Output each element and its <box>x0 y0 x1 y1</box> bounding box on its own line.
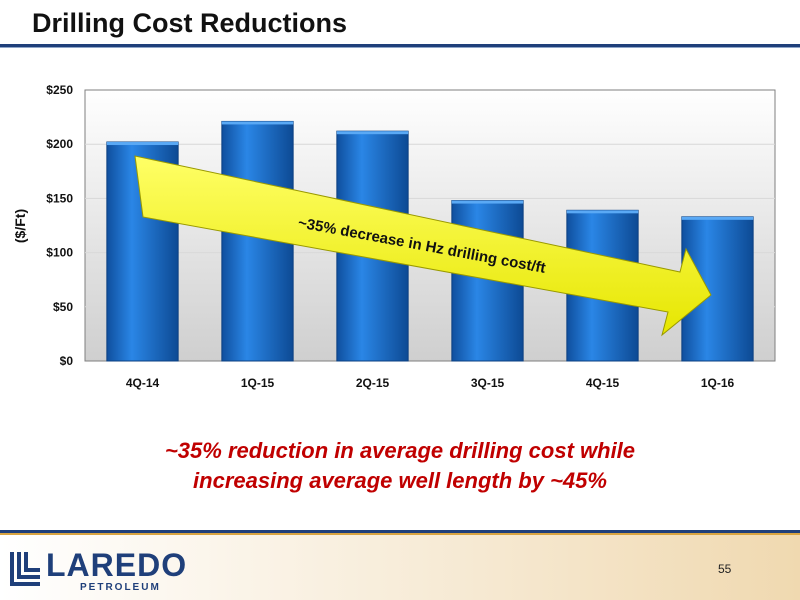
x-tick-label: 4Q-15 <box>586 376 620 390</box>
x-tick-labels: 4Q-14 1Q-15 2Q-15 3Q-15 4Q-15 1Q-16 <box>126 376 735 390</box>
y-tick-label: $150 <box>46 191 73 205</box>
y-tick-labels: $0 $50 $100 $150 $200 $250 <box>46 83 73 368</box>
footer-band <box>0 530 800 600</box>
y-tick-label: $0 <box>60 354 74 368</box>
callout-line-2: increasing average well length by ~45% <box>193 468 607 493</box>
company-logo: LAREDO PETROLEUM <box>10 548 186 594</box>
callout-line-1: ~35% reduction in average drilling cost … <box>164 438 636 463</box>
logo-mark-icon <box>10 552 40 586</box>
bar-highlight <box>336 131 409 135</box>
bar-highlight <box>106 142 179 146</box>
bar-highlight <box>451 200 524 204</box>
y-tick-label: $50 <box>53 300 73 314</box>
x-tick-label: 3Q-15 <box>471 376 505 390</box>
title-divider-light <box>0 47 800 48</box>
x-tick-label: 1Q-15 <box>241 376 275 390</box>
footer-divider <box>0 530 800 533</box>
footer-divider-gold <box>0 533 800 535</box>
bar-highlight <box>681 216 754 220</box>
x-tick-label: 1Q-16 <box>701 376 735 390</box>
y-tick-label: $100 <box>46 246 73 260</box>
logo-name: LAREDO <box>46 547 188 583</box>
title-divider <box>0 44 800 47</box>
trend-arrow-shape <box>134 155 712 337</box>
callout-text: ~35% reduction in average drilling cost … <box>0 436 800 496</box>
x-tick-label: 4Q-14 <box>126 376 160 390</box>
logo-subtitle: PETROLEUM <box>80 582 161 593</box>
y-tick-label: $200 <box>46 137 73 151</box>
slide-title: Drilling Cost Reductions <box>32 8 348 38</box>
page-number: 55 <box>718 562 732 576</box>
x-tick-label: 2Q-15 <box>356 376 390 390</box>
y-tick-label: $250 <box>46 83 73 97</box>
y-axis-label: ($/Ft) <box>12 209 28 243</box>
bar-chart: $0 $50 $100 $150 $200 $250 4Q-14 1Q-15 2Q-15 3Q-… <box>12 83 776 390</box>
bar-highlight <box>566 210 639 214</box>
bar-highlight <box>221 121 294 125</box>
